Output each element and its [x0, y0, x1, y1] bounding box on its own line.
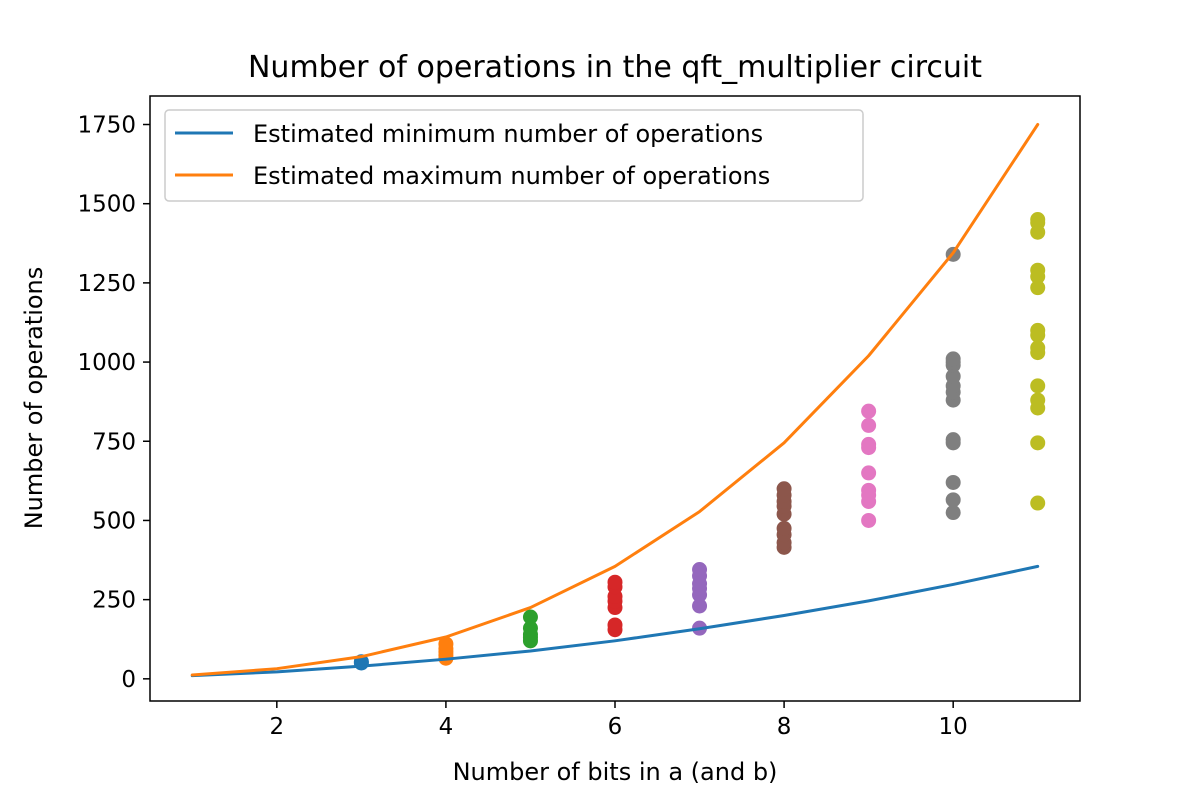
y-tick-label-1250: 1250: [77, 271, 136, 297]
legend: Estimated minimum number of operations E…: [164, 109, 864, 202]
plot-area: [190, 123, 1046, 678]
data-point-x11-9: [1030, 280, 1046, 296]
legend-label-max: Estimated maximum number of operations: [253, 162, 770, 190]
data-point-x11-0: [1030, 495, 1046, 511]
y-axis: 0 250 500 750 1000 1250 1500 1750: [77, 113, 150, 693]
data-point-x9-3: [861, 482, 877, 498]
x-axis: 2 4 6 8 10: [269, 701, 968, 740]
data-point-x11-1: [1030, 435, 1046, 451]
y-tick-label-750: 750: [92, 429, 136, 455]
data-point-x5-4: [522, 609, 538, 625]
series-line-max: [190, 123, 1040, 677]
series-line-min: [190, 564, 1040, 678]
data-point-x11-8: [1030, 322, 1046, 338]
data-point-x11-4: [1030, 378, 1046, 394]
y-tick-label-250: 250: [92, 588, 136, 614]
y-tick-label-500: 500: [92, 508, 136, 534]
x-axis-label: Number of bits in a (and b): [453, 758, 778, 786]
y-tick-label-1750: 1750: [77, 113, 136, 139]
legend-box: [164, 109, 864, 202]
x-tick-label-4: 4: [439, 714, 454, 740]
data-point-x7-1: [692, 598, 708, 614]
y-tick-label-1000: 1000: [77, 350, 136, 376]
x-tick-label-10: 10: [939, 714, 968, 740]
data-point-x6-1: [607, 617, 623, 633]
y-tick-label-1500: 1500: [77, 192, 136, 218]
data-point-x9-8: [861, 403, 877, 419]
data-point-x11-11: [1030, 262, 1046, 278]
data-point-x10-4: [945, 432, 961, 448]
data-point-x9-4: [861, 465, 877, 481]
x-tick-label-6: 6: [608, 714, 623, 740]
data-point-x5-3: [522, 620, 538, 636]
x-tick-label-8: 8: [777, 714, 792, 740]
y-axis-label: Number of operations: [20, 267, 48, 530]
data-point-x8-3: [776, 520, 792, 536]
chart-title: Number of operations in the qft_multipli…: [248, 50, 982, 85]
data-point-x11-3: [1030, 392, 1046, 408]
legend-label-min: Estimated minimum number of operations: [253, 120, 763, 148]
y-tick-label-0: 0: [121, 667, 136, 693]
data-point-x10-11: [945, 351, 961, 367]
data-point-x10-0: [945, 505, 961, 521]
data-point-x8-8: [776, 481, 792, 497]
data-point-x7-6: [692, 562, 708, 578]
data-point-x10-2: [945, 474, 961, 490]
x-tick-label-2: 2: [269, 714, 284, 740]
data-point-x10-1: [945, 492, 961, 508]
data-point-x10-8: [945, 368, 961, 384]
data-point-x9-6: [861, 436, 877, 452]
data-point-x9-7: [861, 417, 877, 433]
data-point-x11-14: [1030, 212, 1046, 228]
data-point-x6-6: [607, 574, 623, 590]
data-point-x9-0: [861, 512, 877, 528]
data-point-x4-4: [438, 636, 454, 652]
data-point-x11-6: [1030, 340, 1046, 356]
